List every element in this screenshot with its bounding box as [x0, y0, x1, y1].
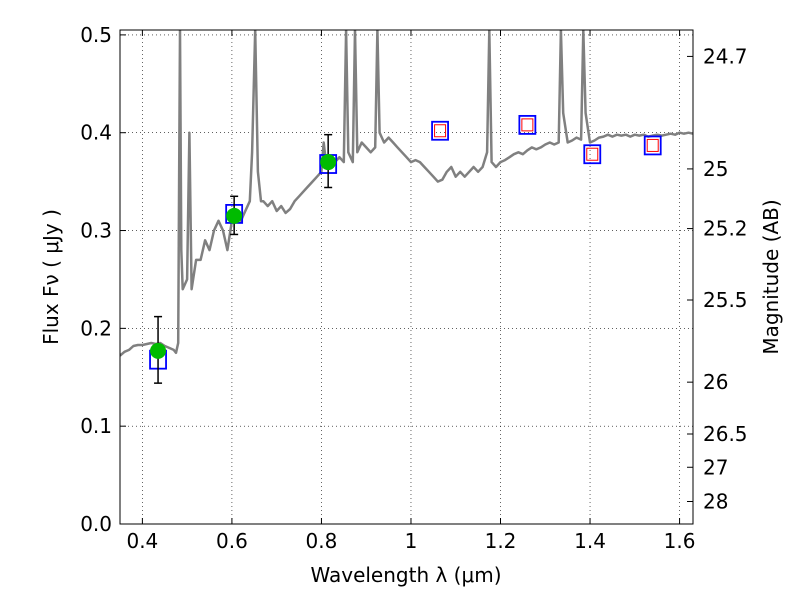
x-tick-label: 0.4	[126, 529, 158, 553]
right-tick-label: 27	[703, 455, 728, 479]
x-tick-label: 1.6	[664, 529, 696, 553]
axis-ticks: 0.4 0.6 0.8 1 1.2 1.4 1.6 0.0 0.1 0.2 0.3 0.4 0.5 24.…	[80, 23, 747, 553]
detection-point	[150, 342, 167, 359]
grid-lines	[120, 30, 693, 525]
detection-point	[320, 154, 337, 171]
x-tick-label: 1.2	[485, 529, 517, 553]
right-tick-label: 25	[703, 157, 728, 181]
y-tick-label: 0.3	[80, 219, 112, 243]
upper-limit-square	[646, 138, 659, 152]
photometry-square	[518, 114, 537, 135]
y-tick-label: 0.0	[80, 512, 112, 536]
spectrum-layer	[120, 30, 693, 357]
photometry-square	[431, 120, 449, 141]
y-tick-label: 0.1	[80, 414, 112, 438]
y-tick-label: 0.2	[80, 316, 112, 340]
upper-limit-square	[434, 124, 447, 138]
right-tick-label: 25.2	[703, 217, 748, 241]
photometry-square	[643, 135, 662, 156]
upper-limit-square	[586, 147, 599, 161]
x-tick-label: 1	[405, 529, 418, 553]
y-tick-label: 0.4	[80, 121, 112, 145]
upper-limit-square	[521, 118, 534, 132]
x-axis-label: Wavelength λ (μm)	[310, 563, 501, 587]
x-tick-label: 1.4	[574, 529, 606, 553]
right-tick-label: 24.7	[703, 44, 748, 68]
right-tick-label: 26	[703, 370, 728, 394]
spectrum-line	[120, 30, 693, 357]
y-axis-label: Flux Fν ( μJy )	[39, 209, 63, 345]
y-tick-label: 0.5	[80, 23, 112, 47]
right-tick-label: 28	[703, 490, 728, 514]
x-tick-label: 0.6	[216, 529, 248, 553]
detection-point	[226, 207, 243, 224]
right-tick-label: 26.5	[703, 422, 748, 446]
plot-frame	[119, 29, 694, 525]
right-tick-label: 25.5	[703, 288, 748, 312]
x-tick-label: 0.8	[306, 529, 338, 553]
y-axis-label-right: Magnitude (AB)	[759, 199, 783, 354]
markers-layer	[149, 114, 662, 384]
photometry-square	[583, 144, 602, 165]
